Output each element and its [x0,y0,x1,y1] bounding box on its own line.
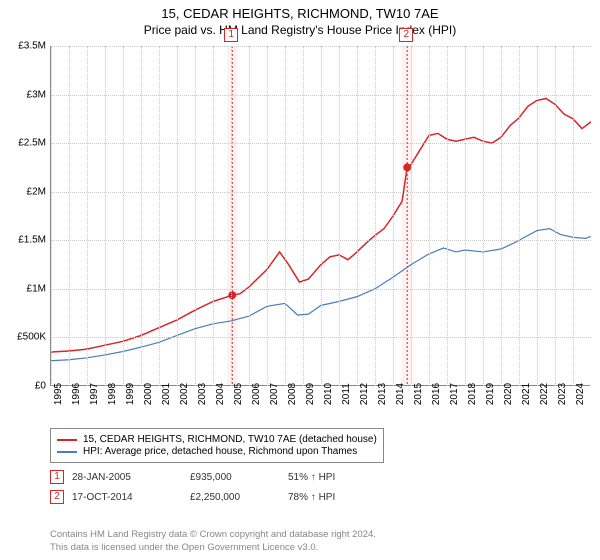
y-axis-label: £3M [0,89,46,100]
x-axis-label: 1996 [71,383,82,405]
x-axis-label: 2016 [431,383,442,405]
x-axis-label: 2008 [287,383,298,405]
legend-swatch-hpi [57,451,77,453]
gridline-v [501,46,502,386]
chart-area: £0£500K£1M£1.5M£2M£2.5M£3M£3.5M199519961… [50,46,590,386]
sale-hpi: 51% ↑ HPI [288,472,378,483]
sale-marker-icon: 2 [50,490,64,504]
sale-date: 17-OCT-2014 [72,492,182,503]
title-line-1: 15, CEDAR HEIGHTS, RICHMOND, TW10 7AE [0,6,600,21]
legend-box: 15, CEDAR HEIGHTS, RICHMOND, TW10 7AE (d… [50,428,384,463]
x-axis-label: 2007 [269,383,280,405]
gridline-v [231,46,232,386]
y-axis-label: £2.5M [0,138,46,149]
legend-swatch-price-paid [57,439,77,441]
gridline-v [69,46,70,386]
x-axis-label: 1997 [89,383,100,405]
gridline-v [321,46,322,386]
gridline-v [285,46,286,386]
sales-row: 2 17-OCT-2014 £2,250,000 78% ↑ HPI [50,490,590,504]
legend-label-hpi: HPI: Average price, detached house, Rich… [83,446,357,457]
gridline-v [357,46,358,386]
y-axis-label: £2M [0,186,46,197]
x-axis-label: 2021 [521,383,532,405]
sale-marker-icon: 1 [50,470,64,484]
sales-table: 1 28-JAN-2005 £935,000 51% ↑ HPI 2 17-OCT-201… [50,470,590,510]
gridline-v [537,46,538,386]
x-axis-label: 2019 [485,383,496,405]
gridline-v [339,46,340,386]
y-axis-label: £0 [0,381,46,392]
x-axis-label: 2001 [161,383,172,405]
gridline-v [555,46,556,386]
gridline-v [393,46,394,386]
gridline-v [483,46,484,386]
sale-marker-label: 1 [224,28,238,42]
x-axis-label: 2012 [359,383,370,405]
footer-line-2: This data is licensed under the Open Gov… [50,542,590,554]
x-axis-label: 2002 [179,383,190,405]
gridline-v [159,46,160,386]
x-axis-label: 2020 [503,383,514,405]
x-axis-label: 2005 [233,383,244,405]
x-axis-label: 2024 [575,383,586,405]
gridline-v [213,46,214,386]
x-axis-label: 2017 [449,383,460,405]
legend-row-hpi: HPI: Average price, detached house, Rich… [57,446,377,457]
gridline-v [249,46,250,386]
gridline-v [51,46,52,386]
y-axis-label: £1M [0,283,46,294]
x-axis-label: 2009 [305,383,316,405]
x-axis-label: 2003 [197,383,208,405]
y-axis-label: £3.5M [0,41,46,52]
y-axis-label: £1.5M [0,235,46,246]
x-axis-label: 2000 [143,383,154,405]
sale-marker-label: 2 [399,28,413,42]
legend-label-price-paid: 15, CEDAR HEIGHTS, RICHMOND, TW10 7AE (d… [83,434,377,445]
x-axis-label: 2014 [395,383,406,405]
gridline-v [123,46,124,386]
gridline-v [375,46,376,386]
sale-price: £935,000 [190,472,280,483]
gridline-v [465,46,466,386]
x-axis-label: 2018 [467,383,478,405]
x-axis-label: 2010 [323,383,334,405]
gridline-v [267,46,268,386]
gridline-v [177,46,178,386]
gridline-v [141,46,142,386]
x-axis-label: 2006 [251,383,262,405]
x-axis-label: 2004 [215,383,226,405]
gridline-v [195,46,196,386]
gridline-v [87,46,88,386]
x-axis-label: 1995 [53,383,64,405]
gridline-v [303,46,304,386]
x-axis-label: 1999 [125,383,136,405]
gridline-v [429,46,430,386]
sale-hpi: 78% ↑ HPI [288,492,378,503]
footer-attribution: Contains HM Land Registry data © Crown c… [50,529,590,554]
x-axis-label: 2015 [413,383,424,405]
x-axis-label: 2022 [539,383,550,405]
plot-region [50,46,590,386]
chart-title: 15, CEDAR HEIGHTS, RICHMOND, TW10 7AE Pr… [0,0,600,37]
gridline-v [411,46,412,386]
sale-price: £2,250,000 [190,492,280,503]
legend-row-price-paid: 15, CEDAR HEIGHTS, RICHMOND, TW10 7AE (d… [57,434,377,445]
sale-date: 28-JAN-2005 [72,472,182,483]
x-axis-label: 1998 [107,383,118,405]
sales-row: 1 28-JAN-2005 £935,000 51% ↑ HPI [50,470,590,484]
gridline-v [447,46,448,386]
x-axis-label: 2013 [377,383,388,405]
y-axis-label: £500K [0,332,46,343]
gridline-v [105,46,106,386]
title-line-2: Price paid vs. HM Land Registry's House … [0,23,600,37]
gridline-v [573,46,574,386]
x-axis-label: 2023 [557,383,568,405]
footer-line-1: Contains HM Land Registry data © Crown c… [50,529,590,541]
gridline-v [519,46,520,386]
x-axis-label: 2011 [341,383,352,405]
sale-point-icon [228,291,236,299]
